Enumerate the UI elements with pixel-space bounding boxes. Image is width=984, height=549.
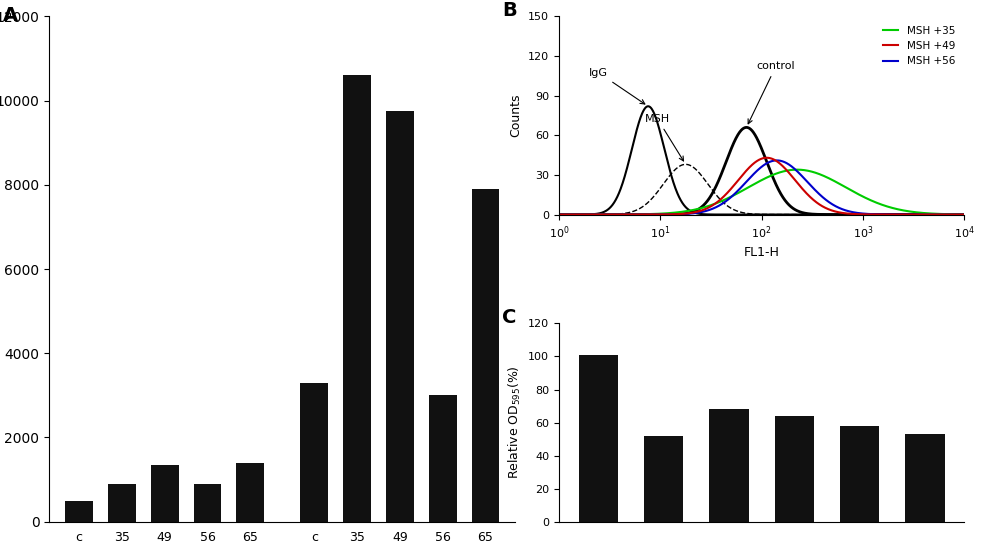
Text: C: C [502,307,517,327]
Bar [840,426,880,522]
Text: IgG: IgG [589,68,645,104]
Y-axis label: Counts: Counts [510,94,523,137]
Bar [236,463,264,522]
X-axis label: FL1-H: FL1-H [744,247,779,260]
Text: A: A [3,7,18,25]
Bar [300,383,329,522]
Bar [644,436,683,522]
Bar [151,464,178,522]
Bar [343,75,371,522]
Bar [579,355,618,522]
Bar [709,410,749,522]
Bar [471,189,499,522]
Bar [108,484,136,522]
Bar [65,501,93,522]
Bar [774,416,814,522]
Bar [386,111,414,522]
Bar [429,395,457,522]
Legend: MSH +35, MSH +49, MSH +56: MSH +35, MSH +49, MSH +56 [879,21,959,70]
Bar [905,434,945,522]
Bar [194,484,221,522]
Y-axis label: Relative OD$_{595}$(%): Relative OD$_{595}$(%) [507,366,523,479]
Text: B: B [502,1,517,20]
Text: control: control [748,61,795,124]
Text: MSH: MSH [646,114,684,161]
